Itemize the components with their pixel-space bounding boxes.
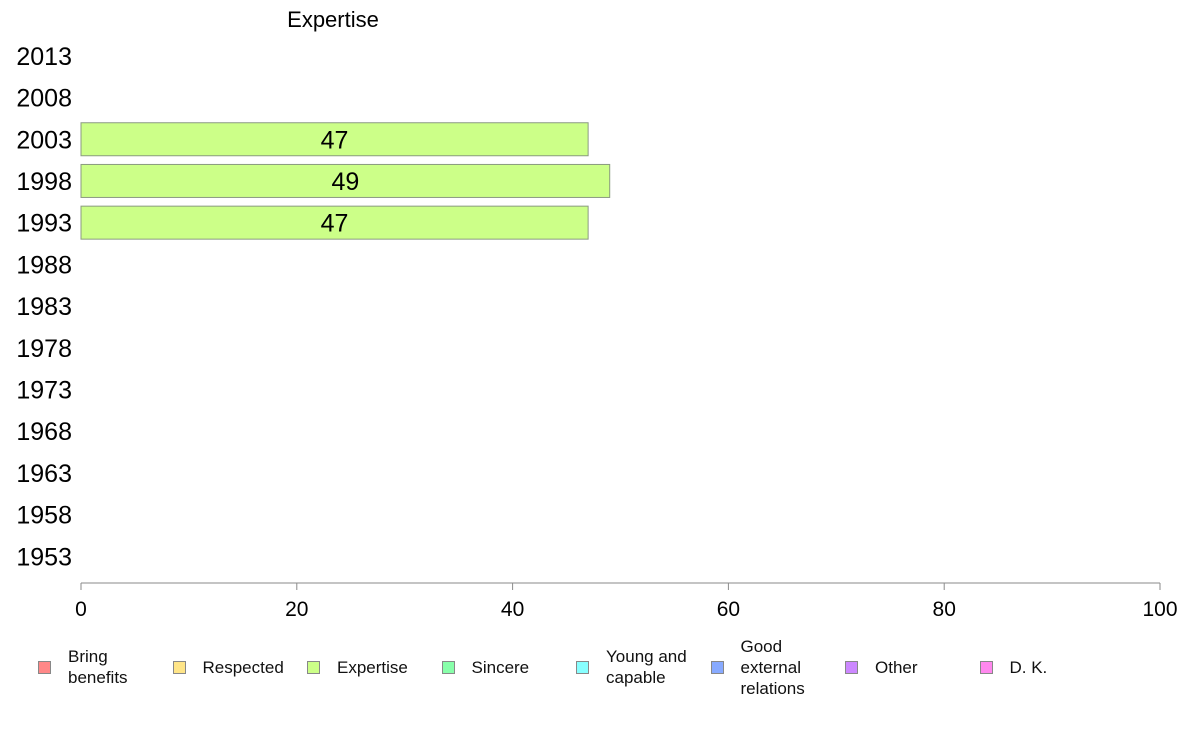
- y-axis-labels: 2013 2008 2003 1998 1993 1988 1983 1978 1973 1968…: [16, 43, 72, 571]
- y-tick-label: 2013: [16, 43, 72, 71]
- legend-label: Young and capable: [606, 647, 687, 687]
- y-tick-label: 1963: [16, 460, 72, 488]
- x-tick-label: 20: [285, 598, 308, 621]
- legend-item: Sincere: [441, 632, 572, 702]
- chart-title: Expertise: [287, 7, 379, 32]
- legend-item: Young and capable: [576, 632, 706, 702]
- data-label-2003: 47: [321, 126, 349, 154]
- data-label-1993: 47: [321, 210, 349, 238]
- legend-label: Expertise: [337, 657, 408, 677]
- y-tick-label: 1973: [16, 376, 72, 404]
- y-tick-label: 2003: [16, 126, 72, 154]
- bar-1998: [80, 163, 611, 198]
- x-tick-label: 60: [717, 598, 740, 621]
- y-tick-label: 1988: [16, 251, 72, 279]
- legend-item: D. K.: [979, 632, 1110, 702]
- y-tick-label: 1953: [16, 543, 72, 571]
- x-tick-label: 80: [933, 598, 956, 621]
- legend-swatch: [979, 660, 993, 674]
- legend-label: Other: [875, 657, 918, 677]
- x-axis-ticks: 0 20 40 60 80 100: [75, 583, 1178, 621]
- legend-label: Respected: [202, 657, 284, 677]
- y-tick-label: 1998: [16, 168, 72, 196]
- legend-item: Expertise: [307, 632, 437, 702]
- legend-swatch: [845, 660, 858, 674]
- legend-label: Bring benefits: [68, 647, 128, 687]
- legend-swatch: [172, 660, 186, 674]
- bars-group: 47 49 47: [80, 122, 611, 240]
- legend-swatch: [441, 660, 455, 674]
- legend: Bring benefits Respected Expertise Sincere Y…: [38, 632, 1168, 702]
- legend-label: Sincere: [471, 657, 530, 677]
- y-tick-label: 2008: [16, 85, 72, 113]
- legend-swatch: [38, 660, 51, 674]
- legend-swatch: [576, 660, 589, 674]
- legend-item: Respected: [172, 632, 303, 702]
- legend-swatch: [710, 660, 724, 674]
- legend-item: Bring benefits: [38, 632, 168, 702]
- x-tick-label: 100: [1142, 598, 1177, 621]
- x-tick-label: 40: [501, 598, 524, 621]
- legend-item: Other: [845, 632, 975, 702]
- y-tick-label: 1993: [16, 210, 72, 238]
- y-tick-label: 1968: [16, 418, 72, 446]
- legend-swatch: [307, 660, 320, 674]
- legend-label: D. K.: [1009, 657, 1048, 677]
- bar-1993: [80, 205, 589, 240]
- data-label-1998: 49: [331, 168, 359, 196]
- bar-2003: [80, 122, 589, 157]
- y-tick-label: 1958: [16, 502, 72, 530]
- y-tick-label: 1983: [16, 293, 72, 321]
- legend-item: Good external relations: [710, 632, 841, 702]
- legend-label: Good external relations: [740, 636, 805, 698]
- x-tick-label: 0: [75, 598, 87, 621]
- y-tick-label: 1978: [16, 335, 72, 363]
